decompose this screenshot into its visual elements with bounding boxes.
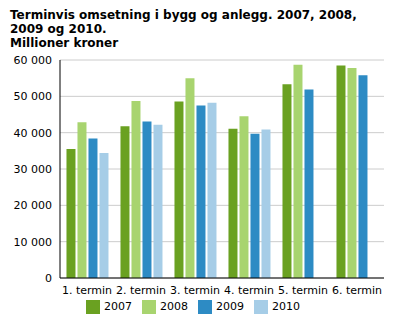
svg-text:6. termin: 6. termin [332,284,382,297]
svg-text:2. termin: 2. termin [116,284,166,297]
svg-text:10 000: 10 000 [14,236,53,249]
svg-text:1. termin: 1. termin [62,284,112,297]
svg-text:60 000: 60 000 [14,54,53,67]
svg-text:0: 0 [45,272,52,285]
html-text:2007: 2007 [104,300,132,313]
svg-text:5. termin: 5. termin [278,284,328,297]
html-text:2009: 2009 [216,300,244,313]
html-text:2008: 2008 [160,300,188,313]
svg-text:30 000: 30 000 [14,163,53,176]
html-text:2010: 2010 [272,300,300,313]
svg-text:40 000: 40 000 [14,127,53,140]
svg-text:4. termin: 4. termin [224,284,274,297]
svg-text:20 000: 20 000 [14,199,53,212]
svg-text:50 000: 50 000 [14,90,53,103]
svg-text:3. termin: 3. termin [170,284,220,297]
html-text:Terminvis omsetning i bygg og: Terminvis omsetning i bygg og anlegg. 20… [10,8,357,36]
html-text:Millioner kroner: Millioner kroner [10,36,119,50]
